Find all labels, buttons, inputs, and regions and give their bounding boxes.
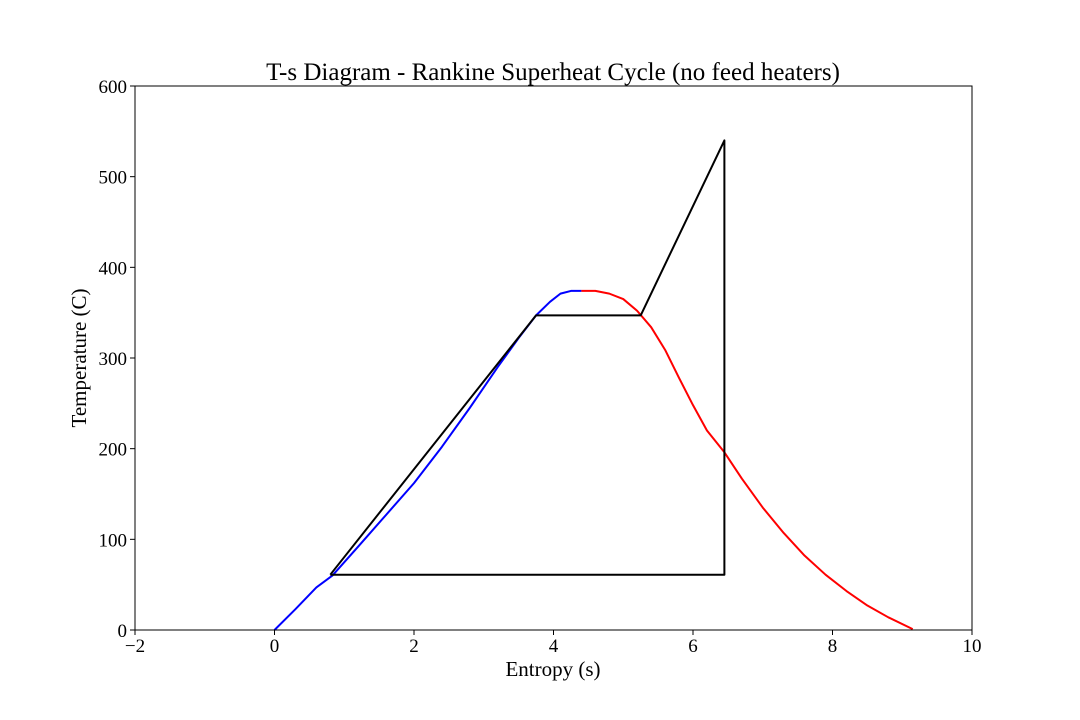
x-tick-label: 0 <box>270 636 280 657</box>
plot-lines <box>273 139 914 631</box>
x-tick-label: 10 <box>963 636 982 657</box>
x-tick-label: 6 <box>688 636 698 657</box>
x-tick-label: 2 <box>409 636 419 657</box>
chart-title: T-s Diagram - Rankine Superheat Cycle (n… <box>266 59 840 86</box>
x-axis-ticks: −2 0 2 4 6 8 10 <box>125 630 982 657</box>
y-axis-label: Temperature (C) <box>67 288 91 427</box>
x-tick-label: 4 <box>549 636 559 657</box>
x-axis-label: Entropy (s) <box>505 657 600 681</box>
series-line-1 <box>581 289 914 630</box>
series-line-2 <box>329 139 726 576</box>
y-tick-label: 200 <box>99 440 128 461</box>
series-line-0 <box>273 289 582 631</box>
y-tick-label: 400 <box>99 258 128 279</box>
y-tick-label: 0 <box>118 621 128 642</box>
y-tick-label: 500 <box>99 168 128 189</box>
plot-frame <box>134 85 973 631</box>
x-tick-label: −2 <box>125 636 145 657</box>
y-tick-label: 100 <box>99 530 128 551</box>
y-tick-label: 600 <box>99 77 128 98</box>
y-axis-ticks: 0 100 200 300 400 500 600 <box>99 77 135 642</box>
y-tick-label: 300 <box>99 349 128 370</box>
x-tick-label: 8 <box>828 636 838 657</box>
